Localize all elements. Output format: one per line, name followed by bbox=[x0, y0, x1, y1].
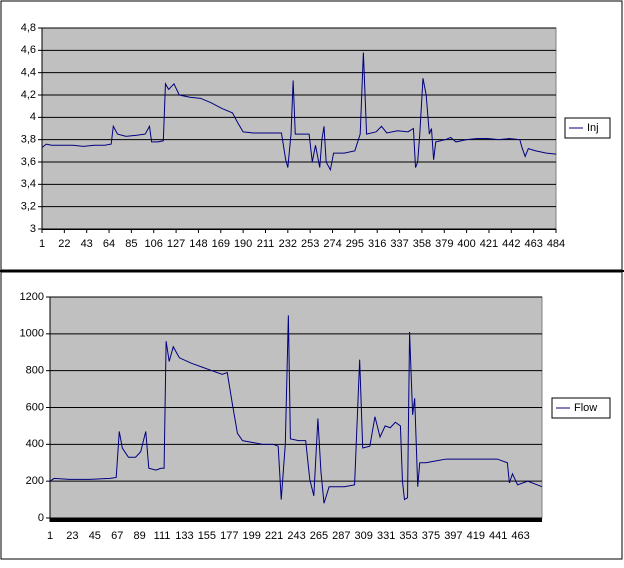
x-tick-label: 64 bbox=[103, 238, 115, 250]
y-tick-label: 3,4 bbox=[21, 178, 36, 190]
x-tick-label: 358 bbox=[413, 238, 431, 250]
x-tick-label: 211 bbox=[257, 238, 275, 250]
legend-label: Inj bbox=[587, 122, 599, 134]
x-tick-label: 353 bbox=[399, 530, 417, 542]
x-tick-label: 295 bbox=[346, 238, 364, 250]
x-tick-label: 22 bbox=[58, 238, 70, 250]
y-tick-label: 4 bbox=[30, 111, 36, 123]
y-tick-label: 200 bbox=[26, 475, 44, 487]
x-tick-label: 309 bbox=[355, 530, 373, 542]
x-tick-label: 221 bbox=[265, 530, 283, 542]
y-tick-label: 4,6 bbox=[21, 44, 36, 56]
x-tick-label: 232 bbox=[279, 238, 297, 250]
x-tick-label: 400 bbox=[457, 238, 475, 250]
y-tick-label: 3,8 bbox=[21, 134, 36, 146]
x-tick-label: 253 bbox=[301, 238, 319, 250]
x-tick-label: 463 bbox=[524, 238, 542, 250]
y-tick-label: 0 bbox=[38, 512, 44, 524]
x-tick-label: 287 bbox=[332, 530, 350, 542]
x-tick-label: 265 bbox=[310, 530, 328, 542]
x-tick-label: 148 bbox=[189, 238, 207, 250]
x-tick-label: 23 bbox=[66, 530, 78, 542]
y-tick-label: 600 bbox=[26, 401, 44, 413]
x-tick-label: 331 bbox=[377, 530, 395, 542]
x-tick-label: 85 bbox=[125, 238, 137, 250]
x-tick-label: 67 bbox=[111, 530, 123, 542]
x-tick-label: 190 bbox=[234, 238, 252, 250]
x-tick-label: 199 bbox=[243, 530, 261, 542]
plot-area bbox=[41, 27, 557, 230]
y-tick-label: 1200 bbox=[20, 291, 44, 303]
x-tick-label: 463 bbox=[511, 530, 529, 542]
x-tick-label: 89 bbox=[134, 530, 146, 542]
x-tick-label: 169 bbox=[212, 238, 230, 250]
y-tick-label: 3,2 bbox=[21, 201, 36, 213]
legend-box bbox=[551, 397, 611, 419]
data-line bbox=[49, 315, 543, 504]
y-tick-label: 4,4 bbox=[21, 67, 36, 79]
x-tick-label: 43 bbox=[81, 238, 93, 250]
x-tick-label: 274 bbox=[323, 238, 341, 250]
x-tick-label: 155 bbox=[198, 530, 216, 542]
x-tick-label: 421 bbox=[480, 238, 498, 250]
legend-box bbox=[564, 117, 611, 139]
x-tick-label: 1 bbox=[39, 238, 45, 250]
y-tick-label: 3,6 bbox=[21, 156, 36, 168]
x-tick-label: 45 bbox=[89, 530, 101, 542]
x-tick-label: 419 bbox=[467, 530, 485, 542]
x-tick-label: 442 bbox=[502, 238, 520, 250]
y-tick-label: 800 bbox=[26, 365, 44, 377]
x-tick-label: 375 bbox=[422, 530, 440, 542]
legend-label: Flow bbox=[574, 402, 597, 414]
x-tick-label: 484 bbox=[547, 238, 565, 250]
x-tick-label: 316 bbox=[368, 238, 386, 250]
x-tick-label: 337 bbox=[390, 238, 408, 250]
y-tick-label: 1000 bbox=[20, 328, 44, 340]
x-tick-label: 111 bbox=[154, 530, 171, 542]
x-tick-label: 106 bbox=[145, 238, 163, 250]
x-tick-label: 243 bbox=[287, 530, 305, 542]
y-tick-label: 4,2 bbox=[21, 89, 36, 101]
x-tick-label: 379 bbox=[435, 238, 453, 250]
y-tick-label: 3 bbox=[30, 223, 36, 235]
data-line bbox=[41, 52, 557, 172]
x-tick-label: 397 bbox=[444, 530, 462, 542]
y-tick-label: 400 bbox=[26, 438, 44, 450]
y-tick-label: 4,8 bbox=[21, 22, 36, 34]
x-tick-label: 441 bbox=[489, 530, 507, 542]
x-tick-label: 127 bbox=[167, 238, 185, 250]
x-tick-label: 133 bbox=[175, 530, 193, 542]
x-tick-label: 177 bbox=[220, 530, 238, 542]
x-tick-label: 1 bbox=[47, 530, 53, 542]
